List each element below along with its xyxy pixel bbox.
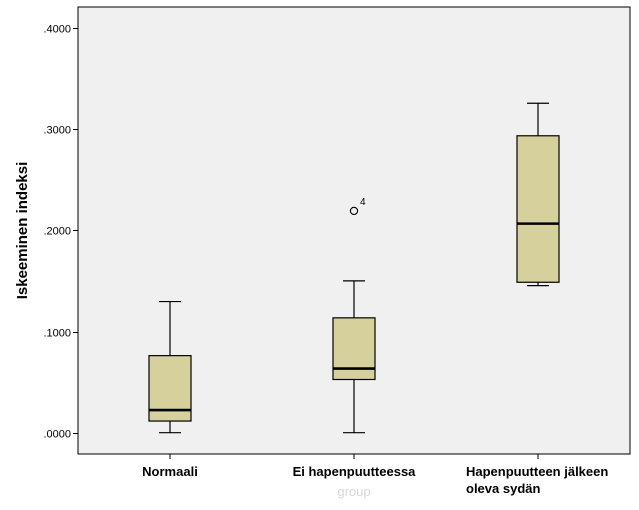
outlier-label: 4 xyxy=(360,197,366,208)
y-tick-label: .0000 xyxy=(43,429,71,441)
iqr-box xyxy=(516,135,560,283)
outlier-point xyxy=(349,206,359,216)
y-tick-label: .1000 xyxy=(43,328,71,340)
iqr-box xyxy=(332,317,376,381)
y-axis: .0000 .1000 .2000 .3000 .4000 xyxy=(43,24,78,441)
x-axis: Normaali Ei hapenpuutteessa Hapenpuutteen … xyxy=(142,454,608,496)
box-group xyxy=(516,102,560,287)
box-series: 4 xyxy=(148,102,560,434)
category-label: Ei hapenpuutteessa xyxy=(293,464,417,479)
y-tick-label: .2000 xyxy=(43,226,71,238)
category-label: Normaali xyxy=(142,464,198,479)
y-axis-title: Iskeeminen indeksi xyxy=(14,162,31,300)
category-label: oleva sydän xyxy=(466,481,540,496)
y-tick-label: .4000 xyxy=(43,24,71,36)
box-group: 4 xyxy=(332,197,376,434)
category-label: Hapenpuutteen jälkeen xyxy=(466,464,608,479)
y-tick-label: .3000 xyxy=(43,125,71,137)
x-axis-title: group xyxy=(337,484,370,499)
box-group xyxy=(148,300,192,434)
